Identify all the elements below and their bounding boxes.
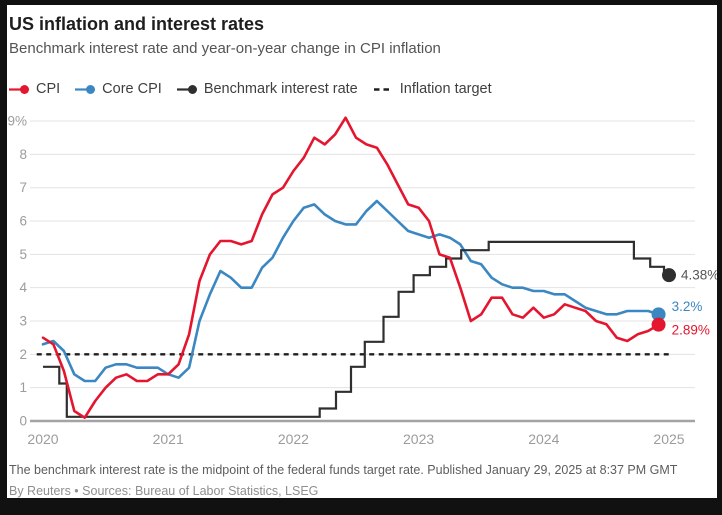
chart-source-attribution: By Reuters • Sources: Bureau of Labor St… xyxy=(9,484,319,498)
dashed-line-icon xyxy=(373,87,391,91)
y-tick-label: 0 xyxy=(19,414,27,429)
benchmark-interest-rate-line xyxy=(43,240,669,418)
legend-label: Inflation target xyxy=(399,81,492,97)
y-tick-label: 2 xyxy=(19,347,27,362)
y-tick-label: 1 xyxy=(19,380,27,395)
cpi-line xyxy=(41,116,660,420)
benchmark-end-dot xyxy=(662,268,676,283)
chart-subtitle: Benchmark interest rate and year-on-year… xyxy=(9,40,441,57)
chart-title: US inflation and interest rates xyxy=(9,14,265,34)
y-tick-label: 8 xyxy=(19,147,27,162)
y-tick-label: 7 xyxy=(19,180,27,195)
y-tick-label: 3 xyxy=(19,314,27,329)
legend-label: Benchmark interest rate xyxy=(203,81,358,97)
x-tick-label: 2025 xyxy=(653,431,684,447)
x-tick-label: 2024 xyxy=(528,431,559,447)
line-dot-icon xyxy=(75,84,96,94)
legend-item-core-cpi: Core CPI xyxy=(75,81,162,97)
legend-label: CPI xyxy=(36,81,61,97)
y-tick-label: 5 xyxy=(19,247,27,262)
cpi-end-dot xyxy=(651,317,666,332)
legend-label: Core CPI xyxy=(102,81,162,97)
legend-item-inflation-target: Inflation target xyxy=(373,81,492,97)
chart-card: US inflation and interest rates Benchmar… xyxy=(7,5,717,498)
y-tick-label: 6 xyxy=(19,214,27,229)
legend-item-benchmark-interest-rate: Benchmark interest rate xyxy=(176,81,358,97)
line-dot-icon xyxy=(176,84,197,94)
y-tick-label: 9% xyxy=(7,114,27,129)
legend: CPI Core CPI Benchmark interest rate Inflat… xyxy=(9,80,492,98)
x-tick-label: 2021 xyxy=(153,431,184,447)
line-dot-icon xyxy=(9,84,29,94)
cpi-end-label: 2.89% xyxy=(672,323,710,338)
x-tick-label: 2020 xyxy=(27,431,58,447)
y-tick-label: 4 xyxy=(19,280,27,295)
chart-footnote: The benchmark interest rate is the midpo… xyxy=(9,463,678,477)
benchmark-end-label: 4.38% xyxy=(681,268,717,283)
core-cpi-end-label: 3.2% xyxy=(672,299,703,314)
legend-item-cpi: CPI xyxy=(9,81,60,97)
chart-plot-area: 0 1 2 3 4 5 6 7 8 9% 2020 2021 2022 2023 2024 2025 4.38%… xyxy=(7,114,717,447)
core-cpi-line xyxy=(41,199,660,383)
x-tick-label: 2023 xyxy=(403,431,434,447)
x-tick-label: 2022 xyxy=(278,431,309,447)
core-cpi-end-dot xyxy=(651,307,666,322)
